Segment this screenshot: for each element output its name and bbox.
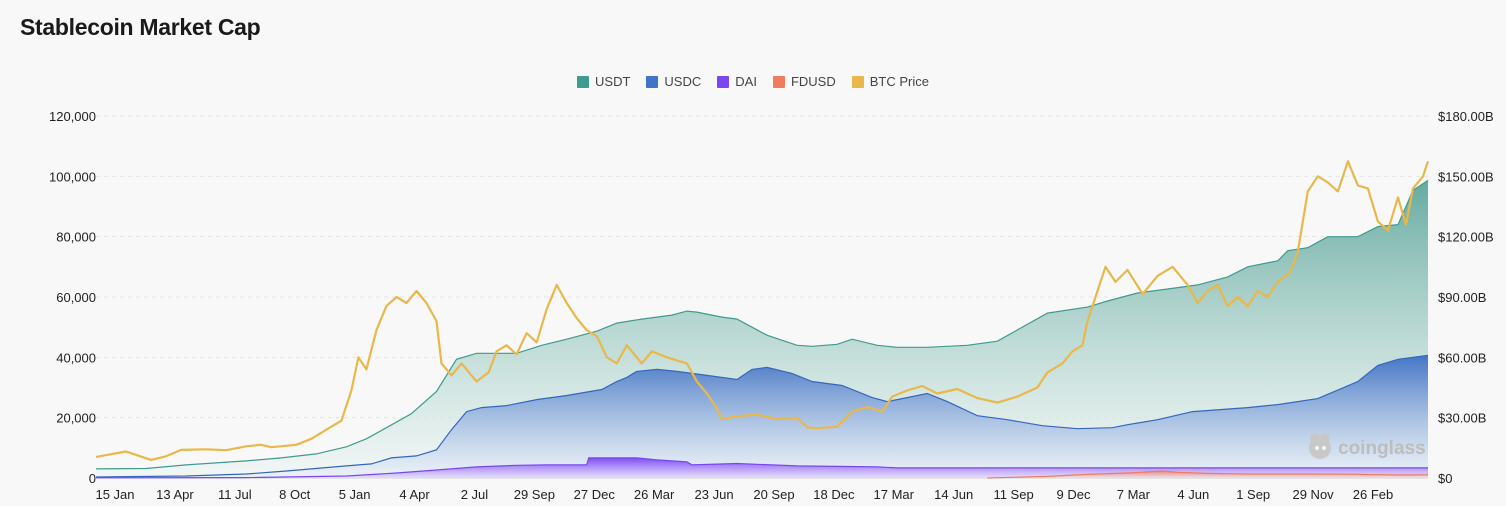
- x-tick-label: 5 Jan: [339, 487, 371, 502]
- legend-label-usdt: USDT: [595, 74, 631, 89]
- right-tick-label: $120.00B: [1438, 230, 1494, 245]
- x-tick-label: 15 Jan: [95, 487, 134, 502]
- line-fdusd: [987, 470, 1429, 479]
- legend-item-btc-price[interactable]: BTC Price: [851, 74, 929, 89]
- legend-label-fdusd: FDUSD: [790, 74, 836, 89]
- x-tick-label: 20 Sep: [753, 487, 794, 502]
- x-tick-label: 9 Dec: [1056, 487, 1090, 502]
- coinglass-logo-icon: [1309, 433, 1331, 459]
- line-dai: [95, 457, 1428, 479]
- area-usdt: [96, 180, 1428, 478]
- left-tick-label: 40,000: [56, 350, 96, 365]
- x-tick-label: 18 Dec: [813, 487, 855, 502]
- legend-swatch-usdc: [646, 75, 659, 88]
- x-tick-label: 4 Apr: [399, 487, 430, 502]
- legend-item-dai[interactable]: DAI: [717, 74, 757, 89]
- x-tick-label: 14 Jun: [934, 487, 973, 502]
- right-tick-label: $180.00B: [1438, 109, 1494, 124]
- left-tick-label: 80,000: [56, 230, 96, 245]
- legend-swatch-dai: [717, 75, 730, 88]
- x-tick-label: 26 Mar: [634, 487, 675, 502]
- legend-swatch-usdt: [577, 75, 590, 88]
- x-tick-label: 23 Jun: [695, 487, 734, 502]
- legend-label-btc-price: BTC Price: [869, 74, 929, 89]
- x-tick-label: 1 Sep: [1236, 487, 1270, 502]
- left-tick-label: 120,000: [49, 109, 96, 124]
- series-lines: [95, 160, 1430, 479]
- left-tick-label: 0: [89, 471, 96, 486]
- legend-label-usdc: USDC: [664, 74, 702, 89]
- watermark: coinglass: [1309, 433, 1426, 459]
- legend-swatch-fdusd: [772, 75, 785, 88]
- series-areas: [96, 180, 1428, 478]
- x-axis: 15 Jan 13 Apr 11 Jul 8 Oct 5 Jan 4 Apr 2 Jul 29…: [95, 487, 1393, 502]
- x-tick-label: 4 Jun: [1177, 487, 1209, 502]
- right-tick-label: $0: [1438, 471, 1452, 486]
- right-tick-label: $60.00B: [1438, 350, 1486, 365]
- line-usdc: [95, 354, 1429, 478]
- right-tick-label: $150.00B: [1438, 169, 1494, 184]
- right-axis: $0 $30.00B $60.00B $90.00B $120.00B $150.00B $…: [1438, 109, 1494, 486]
- x-tick-label: 27 Dec: [574, 487, 616, 502]
- x-tick-label: 17 Mar: [874, 487, 915, 502]
- x-tick-label: 8 Oct: [279, 487, 310, 502]
- legend-item-usdc[interactable]: USDC: [646, 74, 701, 89]
- left-tick-label: 60,000: [56, 290, 96, 305]
- left-tick-label: 20,000: [56, 411, 96, 426]
- page-title: Stablecoin Market Cap: [20, 14, 261, 40]
- x-tick-label: 11 Sep: [993, 487, 1033, 502]
- area-fdusd: [987, 471, 1428, 478]
- x-tick-label: 29 Sep: [514, 487, 555, 502]
- x-tick-label: 7 Mar: [1117, 487, 1151, 502]
- left-axis: 0 20,000 40,000 60,000 80,000 100,000 120,000: [49, 109, 96, 486]
- legend-item-usdt[interactable]: USDT: [577, 74, 630, 89]
- right-tick-label: $90.00B: [1438, 290, 1486, 305]
- legend-label-dai: DAI: [735, 74, 757, 89]
- left-tick-label: 100,000: [49, 169, 96, 184]
- x-tick-label: 2 Jul: [461, 487, 489, 502]
- line-usdt: [95, 179, 1429, 470]
- watermark-text: coinglass: [1338, 438, 1426, 459]
- line-btc-price: [95, 160, 1430, 461]
- x-tick-label: 13 Apr: [156, 487, 194, 502]
- x-tick-label: 26 Feb: [1353, 487, 1393, 502]
- right-tick-label: $30.00B: [1438, 411, 1486, 426]
- legend-swatch-btc-price: [851, 75, 864, 88]
- x-tick-label: 29 Nov: [1292, 487, 1334, 502]
- area-dai: [96, 457, 1428, 478]
- legend-item-fdusd[interactable]: FDUSD: [772, 74, 836, 89]
- chart-legend: USDT USDC DAI FDUSD BTC Price: [0, 74, 1506, 89]
- x-tick-label: 11 Jul: [218, 487, 252, 502]
